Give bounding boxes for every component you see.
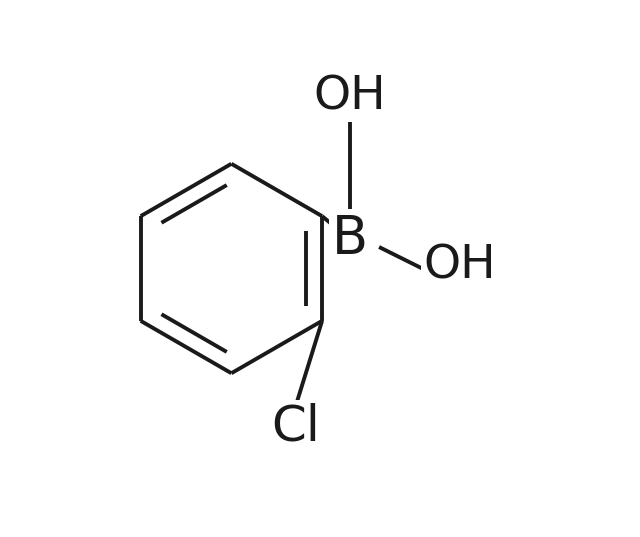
Text: B: B bbox=[332, 213, 367, 265]
Text: Cl: Cl bbox=[271, 403, 320, 451]
Text: OH: OH bbox=[313, 74, 386, 119]
Text: OH: OH bbox=[423, 243, 496, 288]
